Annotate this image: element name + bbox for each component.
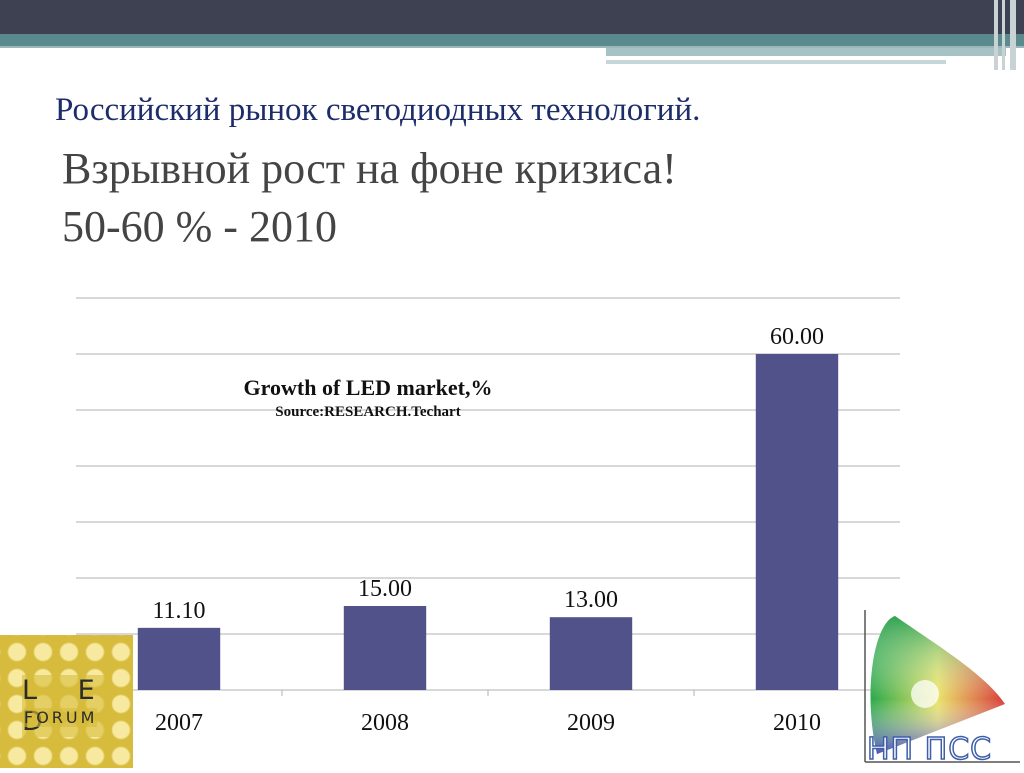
header-vertical-stripe — [1010, 0, 1016, 70]
header-teal-line — [0, 46, 1024, 48]
bar — [137, 627, 221, 690]
slide-subtitle-line2: 50-60 % - 2010 — [62, 202, 337, 251]
np-pss-logo-text: НП ПСС — [866, 731, 993, 768]
led-forum-logo-icon: L E D FORUM — [0, 635, 133, 768]
header-dark-bar — [0, 0, 1024, 34]
x-tick-label: 2007 — [155, 710, 203, 736]
led-forum-logo-line2: FORUM — [24, 708, 98, 727]
data-label: 60.00 — [770, 324, 824, 350]
data-label: 15.00 — [358, 576, 412, 602]
chart-subtitle: Source:RESEARCH.Techart — [275, 404, 461, 420]
x-tick-label: 2010 — [773, 710, 821, 736]
x-tick-label: 2009 — [567, 710, 615, 736]
slide-title: Российский рынок светодиодных технологий… — [55, 92, 701, 128]
header-vertical-stripe — [1002, 0, 1005, 70]
slide-subtitle: Взрывной рост на фоне кризиса! 50-60 % -… — [62, 140, 677, 256]
np-pss-logo-icon: НП ПСС — [855, 604, 1024, 768]
data-label: 11.10 — [152, 598, 205, 624]
slide-subtitle-line1: Взрывной рост на фоне кризиса! — [62, 144, 677, 193]
chart-title: Growth of LED market,% — [243, 375, 493, 400]
led-forum-logo-line1: L E D — [22, 675, 112, 737]
bar — [755, 354, 839, 690]
header-accent-stripe — [606, 48, 1006, 56]
bar — [343, 606, 427, 690]
x-tick-label: 2008 — [361, 710, 409, 736]
header-teal-band — [0, 34, 1024, 46]
header-vertical-stripe — [994, 0, 998, 70]
header-accent-stripe-2 — [606, 60, 946, 64]
chromaticity-diagram-icon — [864, 610, 1020, 763]
data-label: 13.00 — [564, 587, 618, 613]
bar — [549, 617, 633, 690]
